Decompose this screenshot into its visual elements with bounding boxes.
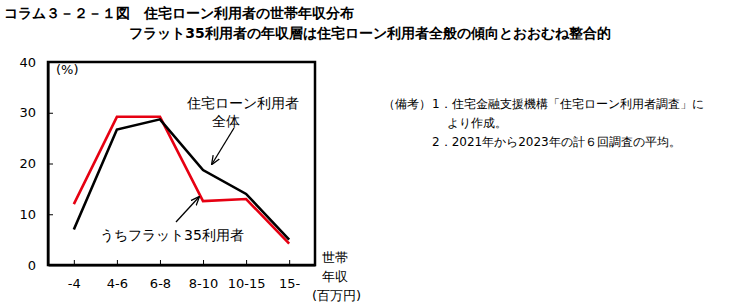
x-tick: 6-8	[150, 260, 171, 291]
y-axis: 0 10 20 30 40	[19, 55, 53, 273]
y-tick-mark	[48, 62, 53, 63]
annotation-arrow	[212, 128, 234, 164]
y-tick: 10	[19, 207, 53, 222]
y-tick-label: 20	[19, 156, 36, 171]
series-line	[74, 119, 289, 239]
x-tick-label: 4-6	[107, 276, 128, 291]
x-tick: 15-	[279, 260, 301, 291]
y-tick-label: 0	[28, 258, 36, 273]
annotation-arrow	[176, 197, 199, 222]
plot-frame	[48, 62, 315, 265]
x-tick-mark	[74, 260, 75, 265]
y-tick-label: 40	[19, 55, 36, 70]
note: 2．2021年から2023年の計６回調査の平均。	[432, 135, 681, 149]
chart: コラム３－２－１図 住宅ローン利用者の世帯年収分布フラット35利用者の年収層は住…	[0, 0, 740, 308]
y-tick: 30	[19, 105, 53, 120]
series-label: うちフラット35利用者	[100, 227, 244, 243]
y-tick: 20	[19, 156, 53, 171]
x-tick-label: 6-8	[150, 276, 171, 291]
x-tick: 4-6	[107, 260, 128, 291]
x-axis-line	[49, 265, 316, 267]
note: （備考）	[383, 97, 431, 111]
x-tick-label: 8-10	[189, 276, 219, 291]
subtitle: フラット35利用者の年収層は住宅ローン利用者全般の傾向とおおむね整合的	[129, 25, 610, 41]
y-axis-label: (%)	[56, 62, 79, 77]
x-tick-mark	[246, 260, 247, 265]
x-tick-mark	[289, 260, 290, 265]
y-tick-label: 30	[19, 105, 36, 120]
x-tick-mark	[160, 260, 161, 265]
x-tick-mark	[117, 260, 118, 265]
x-tick-mark	[203, 260, 204, 265]
x-tick: 8-10	[189, 260, 219, 291]
x-tick: 10-15	[228, 260, 266, 291]
x-axis-label: 世帯年収(百万円)	[312, 250, 361, 303]
y-tick-mark	[48, 164, 53, 165]
y-tick: 40	[19, 55, 53, 70]
x-tick-label: 15-	[279, 276, 301, 291]
y-tick-mark	[48, 113, 53, 114]
series-line	[74, 117, 289, 244]
x-axis: -4 4-6 6-8 8-10 10-15 15-	[49, 260, 316, 291]
y-tick-label: 10	[19, 207, 36, 222]
series-group	[74, 117, 289, 244]
y-tick-mark	[48, 214, 53, 215]
note: 1．住宅金融支援機構「住宅ローン利用者調査」により作成。	[432, 97, 704, 130]
x-tick: -4	[68, 260, 81, 291]
series-label: 住宅ローン利用者全体	[186, 95, 299, 129]
x-tick-label: -4	[68, 276, 81, 291]
x-tick-label: 10-15	[228, 276, 266, 291]
title: コラム３－２－１図 住宅ローン利用者の世帯年収分布	[4, 5, 354, 21]
